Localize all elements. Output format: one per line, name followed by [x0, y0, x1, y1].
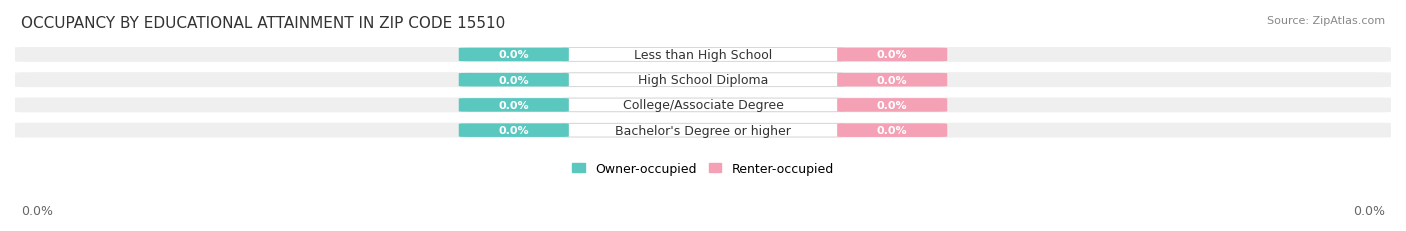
FancyBboxPatch shape: [837, 99, 948, 112]
FancyBboxPatch shape: [458, 124, 569, 137]
Text: Less than High School: Less than High School: [634, 49, 772, 62]
Text: 0.0%: 0.0%: [499, 126, 529, 136]
FancyBboxPatch shape: [837, 49, 948, 62]
Legend: Owner-occupied, Renter-occupied: Owner-occupied, Renter-occupied: [572, 162, 834, 175]
FancyBboxPatch shape: [15, 98, 1391, 113]
Text: 0.0%: 0.0%: [21, 204, 53, 217]
Text: 0.0%: 0.0%: [1353, 204, 1385, 217]
Text: 0.0%: 0.0%: [499, 75, 529, 85]
Text: High School Diploma: High School Diploma: [638, 74, 768, 87]
Text: College/Associate Degree: College/Associate Degree: [623, 99, 783, 112]
FancyBboxPatch shape: [458, 73, 569, 87]
FancyBboxPatch shape: [562, 124, 844, 137]
Text: OCCUPANCY BY EDUCATIONAL ATTAINMENT IN ZIP CODE 15510: OCCUPANCY BY EDUCATIONAL ATTAINMENT IN Z…: [21, 16, 505, 31]
FancyBboxPatch shape: [562, 73, 844, 87]
FancyBboxPatch shape: [562, 99, 844, 112]
FancyBboxPatch shape: [15, 48, 1391, 63]
FancyBboxPatch shape: [837, 124, 948, 137]
Text: 0.0%: 0.0%: [499, 50, 529, 60]
FancyBboxPatch shape: [458, 99, 569, 112]
Text: Source: ZipAtlas.com: Source: ZipAtlas.com: [1267, 16, 1385, 26]
Text: 0.0%: 0.0%: [877, 100, 907, 110]
Text: 0.0%: 0.0%: [499, 100, 529, 110]
FancyBboxPatch shape: [458, 49, 569, 62]
FancyBboxPatch shape: [15, 123, 1391, 138]
FancyBboxPatch shape: [837, 73, 948, 87]
FancyBboxPatch shape: [15, 73, 1391, 88]
Text: 0.0%: 0.0%: [877, 126, 907, 136]
Text: 0.0%: 0.0%: [877, 50, 907, 60]
FancyBboxPatch shape: [562, 49, 844, 62]
Text: 0.0%: 0.0%: [877, 75, 907, 85]
Text: Bachelor's Degree or higher: Bachelor's Degree or higher: [614, 124, 792, 137]
